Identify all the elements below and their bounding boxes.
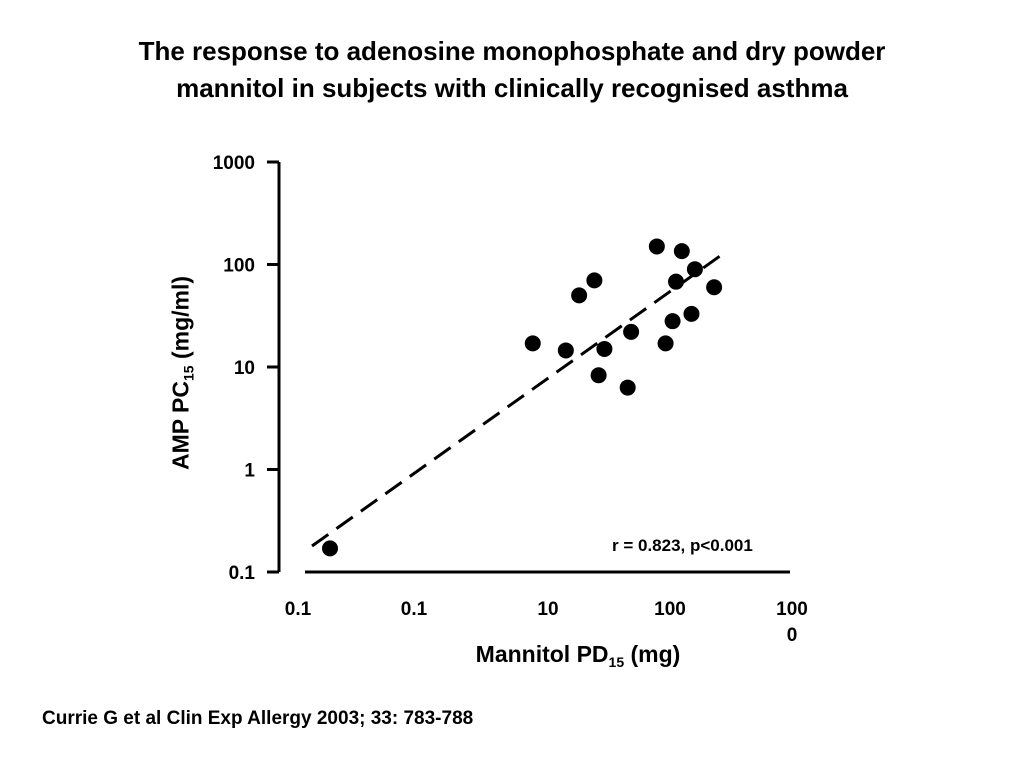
- x-tick-label: 0.1: [384, 597, 444, 623]
- citation: Currie G et al Clin Exp Allergy 2003; 33…: [42, 708, 474, 729]
- x-tick-label: 100: [640, 597, 700, 623]
- data-point: [623, 323, 640, 340]
- y-axis-label-main: AMP PC: [167, 380, 194, 471]
- x-tick-label-part: 100: [654, 599, 686, 620]
- data-point: [524, 335, 541, 352]
- data-point: [683, 305, 700, 322]
- data-point: [657, 335, 674, 352]
- data-point: [322, 540, 338, 557]
- dashed-trendline: [311, 254, 721, 548]
- chart-title-line-2: mannitol in subjects with clinically rec…: [176, 73, 848, 103]
- x-axis-label: Mannitol PD15 (mg): [476, 641, 681, 670]
- x-tick-label-part: 10: [537, 599, 559, 620]
- x-tick-label-part: 0.1: [400, 599, 428, 620]
- x-axis-label-subscript: 15: [608, 654, 625, 670]
- y-tick-label: 100: [223, 256, 255, 277]
- y-tick-label: 10: [234, 358, 255, 379]
- x-tick-label: 10: [518, 597, 578, 623]
- trendline-layer: [311, 254, 721, 548]
- x-tick-label-part: 100: [776, 599, 808, 620]
- y-tick-label: 0.1: [229, 563, 256, 584]
- x-tick-label-part: 0.1: [284, 599, 312, 620]
- y-tick-labels: 1000 100 10 1 0.1: [213, 153, 256, 584]
- y-axis-label-unit: (mg/ml): [167, 275, 194, 360]
- y-tick-label: 1: [244, 461, 255, 482]
- x-axis-label-main: Mannitol PD: [475, 641, 609, 667]
- chart-title-line-1: The response to adenosine monophosphate …: [138, 36, 886, 66]
- y-tick-label: 1000: [213, 153, 255, 174]
- data-point: [673, 243, 690, 260]
- data-point: [668, 273, 685, 290]
- data-point: [571, 287, 588, 304]
- data-point: [590, 367, 607, 384]
- axes: [267, 160, 790, 574]
- data-point: [706, 279, 723, 296]
- y-axis-label-subscript: 15: [180, 365, 197, 381]
- data-point: [619, 379, 636, 396]
- x-axis-label-unit: (mg): [630, 641, 681, 667]
- data-point: [648, 238, 665, 255]
- x-tick-label: 0.1: [268, 597, 328, 623]
- correlation-annotation: r = 0.823, p<0.001: [612, 536, 753, 555]
- data-point: [557, 342, 574, 359]
- data-point: [596, 340, 613, 357]
- x-tick-label: 100 0: [762, 597, 822, 649]
- data-points: [322, 238, 723, 557]
- chart-title: The response to adenosine monophosphate …: [0, 33, 1024, 107]
- data-point: [664, 313, 681, 330]
- x-tick-label-part: 0: [786, 625, 798, 646]
- y-axis-label: AMP PC15 (mg/ml): [168, 276, 197, 470]
- data-point: [686, 261, 703, 278]
- data-point: [586, 272, 603, 289]
